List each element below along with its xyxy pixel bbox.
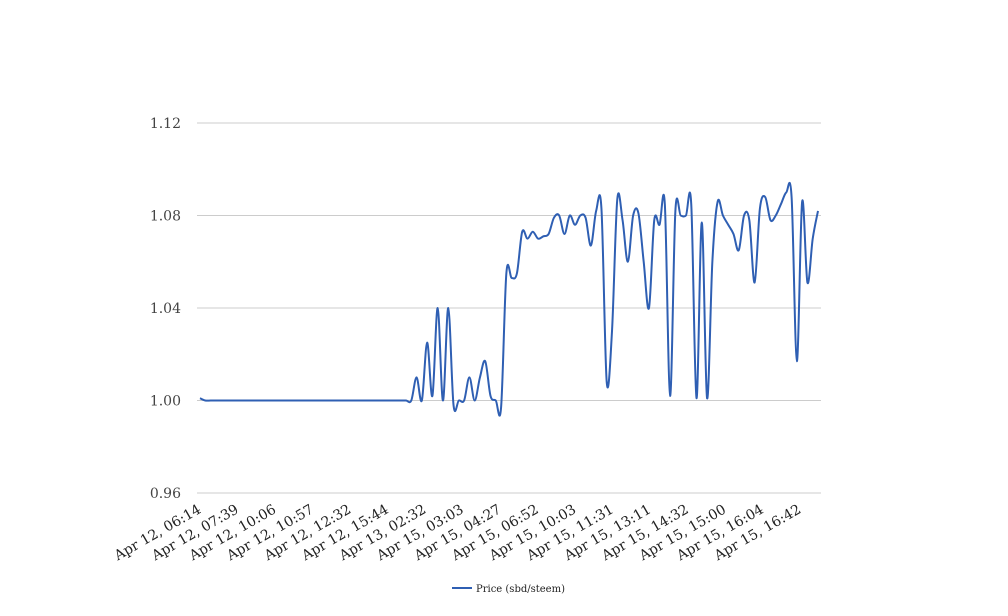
legend-label: Price (sbd/steem) (476, 584, 565, 595)
y-tick-label: 1.08 (150, 209, 181, 225)
y-tick-label: 1.04 (150, 301, 181, 317)
y-tick-label: 0.96 (150, 486, 181, 502)
y-tick-label: 1.00 (150, 394, 181, 410)
grid-lines (197, 122, 821, 494)
series-line (199, 181, 819, 417)
y-tick-label: 1.12 (150, 116, 181, 132)
y-axis-ticks: 0.96 1.00 1.04 1.08 1.12 (150, 116, 181, 502)
series-layer (199, 181, 819, 417)
legend: Price (sbd/steem) (452, 584, 565, 595)
